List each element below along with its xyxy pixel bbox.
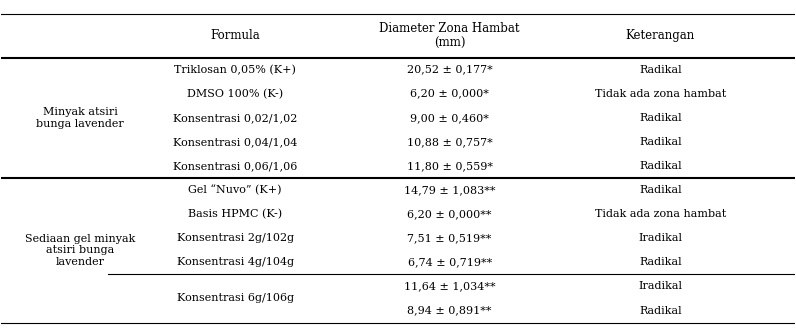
Text: Triklosan 0,05% (K+): Triklosan 0,05% (K+) bbox=[174, 65, 296, 75]
Text: 6,20 ± 0,000*: 6,20 ± 0,000* bbox=[410, 89, 489, 99]
Text: Radikal: Radikal bbox=[639, 137, 681, 147]
Text: Radikal: Radikal bbox=[639, 305, 681, 316]
Text: DMSO 100% (K-): DMSO 100% (K-) bbox=[187, 89, 283, 99]
Text: 11,64 ± 1,034**: 11,64 ± 1,034** bbox=[404, 282, 495, 291]
Text: Radikal: Radikal bbox=[639, 113, 681, 123]
Text: 8,94 ± 0,891**: 8,94 ± 0,891** bbox=[408, 305, 492, 316]
Text: Konsentrasi 0,06/1,06: Konsentrasi 0,06/1,06 bbox=[173, 161, 297, 171]
Text: Radikal: Radikal bbox=[639, 257, 681, 267]
Text: Konsentrasi 0,02/1,02: Konsentrasi 0,02/1,02 bbox=[173, 113, 297, 123]
Text: Konsentrasi 0,04/1,04: Konsentrasi 0,04/1,04 bbox=[173, 137, 297, 147]
Text: Iradikal: Iradikal bbox=[638, 282, 682, 291]
Text: Gel “Nuvo” (K+): Gel “Nuvo” (K+) bbox=[189, 185, 282, 195]
Text: 7,51 ± 0,519**: 7,51 ± 0,519** bbox=[408, 233, 492, 243]
Text: Konsentrasi 4g/104g: Konsentrasi 4g/104g bbox=[177, 257, 294, 267]
Text: Tidak ada zona hambat: Tidak ada zona hambat bbox=[595, 89, 726, 99]
Text: Iradikal: Iradikal bbox=[638, 233, 682, 243]
Text: 6,20 ± 0,000**: 6,20 ± 0,000** bbox=[408, 209, 492, 219]
Text: Keterangan: Keterangan bbox=[626, 29, 695, 42]
Text: Sediaan gel minyak
atsiri bunga
lavender: Sediaan gel minyak atsiri bunga lavender bbox=[25, 234, 135, 267]
Text: 20,52 ± 0,177*: 20,52 ± 0,177* bbox=[407, 65, 493, 75]
Text: Radikal: Radikal bbox=[639, 161, 681, 171]
Text: Diameter Zona Hambat
(mm): Diameter Zona Hambat (mm) bbox=[380, 22, 520, 50]
Text: Radikal: Radikal bbox=[639, 65, 681, 75]
Text: Konsentrasi 6g/106g: Konsentrasi 6g/106g bbox=[177, 294, 294, 303]
Text: Formula: Formula bbox=[210, 29, 260, 42]
Text: 14,79 ± 1,083**: 14,79 ± 1,083** bbox=[404, 185, 495, 195]
Text: Radikal: Radikal bbox=[639, 185, 681, 195]
Text: 6,74 ± 0,719**: 6,74 ± 0,719** bbox=[408, 257, 492, 267]
Text: Tidak ada zona hambat: Tidak ada zona hambat bbox=[595, 209, 726, 219]
Text: Konsentrasi 2g/102g: Konsentrasi 2g/102g bbox=[177, 233, 294, 243]
Text: Minyak atsiri
bunga lavender: Minyak atsiri bunga lavender bbox=[37, 107, 124, 129]
Text: 9,00 ± 0,460*: 9,00 ± 0,460* bbox=[410, 113, 489, 123]
Text: Basis HPMC (K-): Basis HPMC (K-) bbox=[188, 209, 282, 219]
Text: 10,88 ± 0,757*: 10,88 ± 0,757* bbox=[407, 137, 493, 147]
Text: 11,80 ± 0,559*: 11,80 ± 0,559* bbox=[407, 161, 493, 171]
